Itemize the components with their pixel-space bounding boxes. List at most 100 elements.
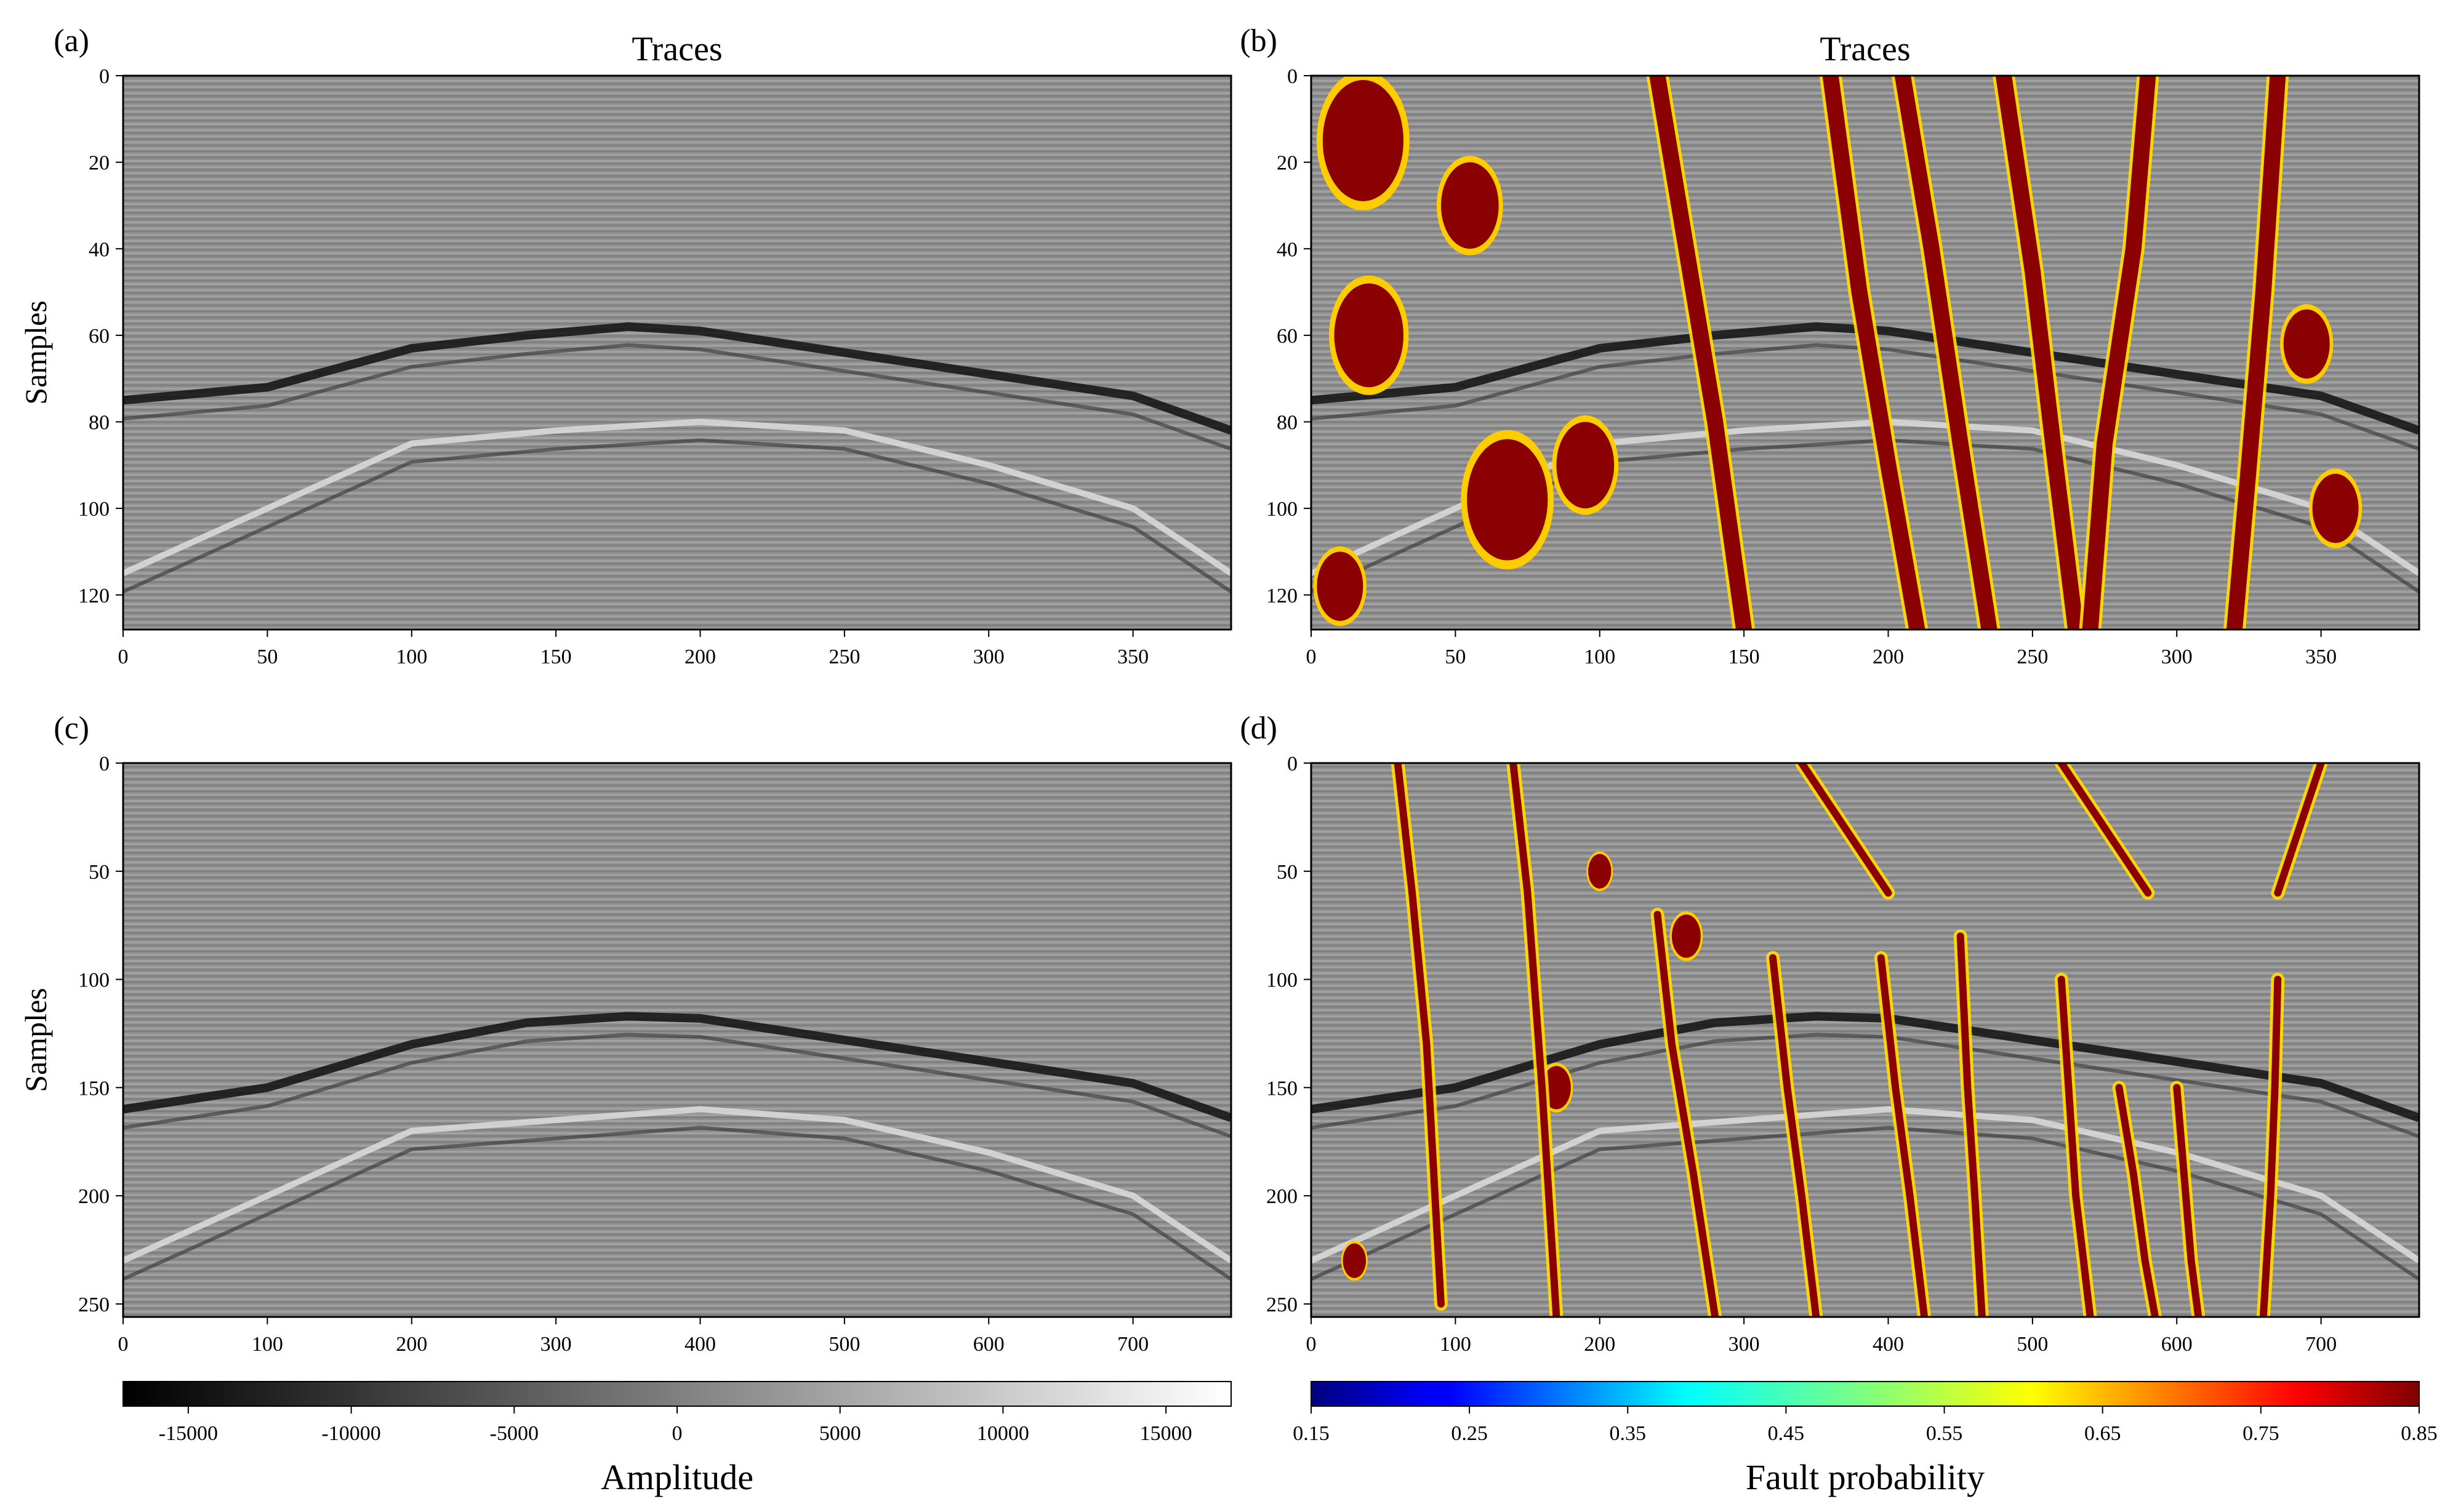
x-tick-label: 700 xyxy=(1117,1333,1149,1356)
colorbar-tick-label: 15000 xyxy=(1140,1422,1192,1445)
axes-frame xyxy=(1310,74,2420,631)
x-tick-label: 0 xyxy=(1306,646,1317,668)
fault-blob xyxy=(1671,914,1701,958)
fault-trace xyxy=(2274,763,2325,897)
horizon-line xyxy=(123,438,1231,594)
horizon-line xyxy=(123,1126,1231,1281)
x-tick-label: 500 xyxy=(829,1333,860,1356)
colorbar-tick-label: 0.25 xyxy=(1451,1422,1488,1445)
horizon-line xyxy=(1311,1033,2419,1138)
y-tick-label: 120 xyxy=(1266,585,1298,607)
x-tick-label: 350 xyxy=(1117,646,1149,668)
y-tick-label: 40 xyxy=(89,238,110,261)
panel-b: 0 50 100 150 200 250 300 350 0 20 40 60 80 100 120 (b) T… xyxy=(1240,23,2420,668)
y-tick-label: 250 xyxy=(78,1294,110,1316)
x-tick-label: 300 xyxy=(540,1333,572,1356)
horizon-line xyxy=(123,343,1231,451)
colorbar-label: Amplitude xyxy=(601,1457,753,1497)
y-tick-label: 0 xyxy=(99,753,110,775)
x-tick-label: 200 xyxy=(1873,646,1904,668)
chart-title: Traces xyxy=(632,30,722,68)
fault-trace xyxy=(2226,76,2286,630)
fault-blob xyxy=(1334,283,1403,388)
colorbar-gradient xyxy=(122,1381,1232,1407)
x-tick-label: 400 xyxy=(1873,1333,1904,1356)
y-tick-label: 60 xyxy=(89,325,110,348)
fault-blob xyxy=(1556,422,1615,509)
colorbar-tick-label: -5000 xyxy=(490,1422,539,1445)
panel-a: 0 50 100 150 200 250 300 350 0 20 40 60 80 100 120 (a) T… xyxy=(18,23,1232,668)
fault-trace xyxy=(1797,763,1892,897)
y-tick-label: 0 xyxy=(99,65,110,88)
y-tick-label: 150 xyxy=(78,1077,110,1100)
colorbar-tick-label: 0.15 xyxy=(1293,1422,1330,1445)
fault-trace xyxy=(2057,975,2094,1317)
colorbar-tick-label: 0.85 xyxy=(2401,1422,2438,1445)
x-tick-label: 400 xyxy=(685,1333,716,1356)
horizon-line xyxy=(1311,1012,2419,1122)
y-tick-label: 50 xyxy=(1277,861,1298,884)
horizon-line xyxy=(123,322,1231,435)
fault-trace xyxy=(1649,76,1752,630)
colorbar-tick-label: 10000 xyxy=(977,1422,1029,1445)
x-tick-label: 200 xyxy=(1584,1333,1615,1356)
fault-trace xyxy=(1877,954,1929,1317)
y-tick-label: 80 xyxy=(1277,412,1298,434)
x-tick-label: 200 xyxy=(396,1333,427,1356)
fault-trace xyxy=(1509,763,1560,1317)
fault-trace xyxy=(1769,954,1820,1317)
fault-trace xyxy=(1394,763,1445,1308)
x-tick-label: 350 xyxy=(2305,646,2337,668)
y-tick-label: 40 xyxy=(1277,238,1298,261)
x-tick-label: 200 xyxy=(685,646,716,668)
colorbar-tick-label: 5000 xyxy=(819,1422,861,1445)
x-tick-label: 300 xyxy=(2161,646,2193,668)
fault-trace xyxy=(2115,1084,2159,1317)
horizon-line xyxy=(123,1012,1231,1122)
x-tick-label: 600 xyxy=(973,1333,1005,1356)
y-tick-label: 120 xyxy=(78,585,110,607)
colorbar-tick-label: 0.35 xyxy=(1610,1422,1647,1445)
fault-trace xyxy=(1956,932,1986,1317)
axes-frame xyxy=(122,74,1232,631)
fault-trace xyxy=(2057,763,2152,897)
horizon-line xyxy=(123,1106,1231,1264)
y-tick-label: 20 xyxy=(1277,152,1298,175)
panel-d: 0 100 200 300 400 500 600 700 0 50 100 150 200 250 (d) xyxy=(1240,711,2420,1356)
y-tick-label: 0 xyxy=(1287,65,1298,88)
colorbar-tick-label: 0.65 xyxy=(2084,1422,2121,1445)
x-tick-label: 0 xyxy=(1306,1333,1317,1356)
colorbar-gradient xyxy=(1311,1381,2420,1407)
horizon-line xyxy=(123,418,1231,577)
axes-frame xyxy=(1310,762,2420,1318)
fault-trace xyxy=(1996,76,2084,630)
y-tick-label: 0 xyxy=(1287,753,1298,775)
y-tick-label: 100 xyxy=(1266,498,1298,521)
chart-title: Traces xyxy=(1820,30,1910,68)
x-tick-label: 100 xyxy=(396,646,427,668)
y-tick-label: 80 xyxy=(89,412,110,434)
y-tick-label: 250 xyxy=(1266,1294,1298,1316)
colorbar-tick-label: -10000 xyxy=(321,1422,380,1445)
fault-trace xyxy=(2082,76,2156,630)
fault-trace xyxy=(1653,911,1719,1317)
seismic-background xyxy=(123,763,1231,1317)
fault-blob xyxy=(1440,162,1499,249)
fault-blob xyxy=(2283,309,2330,379)
x-tick-label: 700 xyxy=(2305,1333,2337,1356)
horizon-line xyxy=(123,1033,1231,1138)
y-tick-label: 100 xyxy=(78,969,110,992)
x-tick-label: 150 xyxy=(1728,646,1760,668)
amplitude-colorbar: -15000 -10000 -5000 0 5000 10000 15000 Amplitud… xyxy=(122,1381,1232,1497)
y-tick-label: 20 xyxy=(89,152,110,175)
x-tick-label: 0 xyxy=(118,1333,129,1356)
panel-label: (d) xyxy=(1240,711,1277,746)
y-tick-label: 200 xyxy=(78,1185,110,1208)
y-axis-label: Samples xyxy=(18,988,53,1092)
x-tick-label: 250 xyxy=(2017,646,2048,668)
axes-frame xyxy=(122,762,1232,1318)
colorbar-tick-label: 0 xyxy=(672,1422,683,1445)
fault-blob xyxy=(1343,1243,1367,1278)
fault-blob xyxy=(2312,473,2359,543)
